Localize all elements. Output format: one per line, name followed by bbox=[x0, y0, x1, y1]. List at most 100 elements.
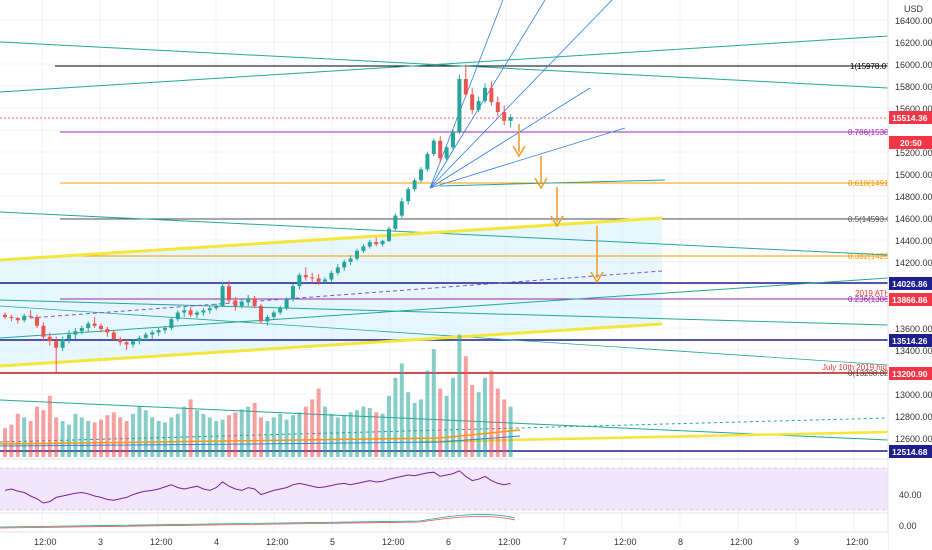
volume-bar bbox=[259, 417, 263, 457]
candle-body bbox=[303, 275, 308, 278]
volume-bar bbox=[86, 421, 91, 457]
candle-body bbox=[271, 312, 276, 317]
volume-bar bbox=[207, 417, 212, 457]
volume-bar bbox=[111, 412, 116, 457]
fib-label-05: 0.5(14593.0 bbox=[848, 215, 891, 224]
volume-bar bbox=[502, 399, 507, 457]
volume-bar bbox=[387, 395, 391, 457]
price-tick-label: 15200.00 bbox=[895, 148, 932, 158]
candle-body bbox=[419, 169, 423, 181]
candle-body bbox=[451, 131, 455, 148]
candle-body bbox=[323, 279, 327, 282]
candle-body bbox=[99, 325, 103, 330]
fib-label-0382: 0.382(14260 bbox=[848, 252, 893, 261]
volume-bar bbox=[9, 424, 14, 457]
candle-body bbox=[41, 325, 46, 337]
candle-body bbox=[175, 312, 180, 320]
candle-body bbox=[335, 267, 340, 273]
macd-tick-label: 0.00 bbox=[899, 521, 917, 531]
candle-body bbox=[22, 315, 27, 321]
volume-bar bbox=[323, 406, 327, 457]
time-tick-label: 5 bbox=[330, 537, 335, 547]
time-tick-label: 12:00 bbox=[34, 537, 57, 547]
volume-bar bbox=[342, 415, 347, 457]
price-tick-label: 15800.00 bbox=[895, 82, 932, 92]
volume-bar bbox=[124, 421, 129, 457]
volume-bar bbox=[367, 408, 372, 457]
volume-bar bbox=[483, 377, 487, 457]
fib-label-0618: 0.618(14913 bbox=[848, 179, 893, 188]
candle-body bbox=[476, 101, 481, 110]
time-tick-label: 7 bbox=[562, 537, 567, 547]
candle-body bbox=[92, 323, 97, 326]
badge-13200: 13200.90 bbox=[892, 369, 928, 379]
price-axis[interactable] bbox=[888, 0, 932, 550]
volume-bar bbox=[271, 417, 276, 457]
badge-13866: 13866.86 bbox=[892, 295, 928, 305]
badge-14026: 14026.86 bbox=[892, 279, 928, 289]
candle-body bbox=[412, 180, 417, 190]
volume-bar bbox=[431, 349, 436, 457]
time-axis[interactable] bbox=[0, 532, 888, 550]
fib-label-1: 1(15978.07) bbox=[850, 62, 893, 71]
volume-bar bbox=[220, 419, 225, 457]
volume-bar bbox=[265, 421, 270, 457]
candle-body bbox=[214, 305, 219, 309]
price-tick-labels: 16400.00 16200.00 16000.00 15800.00 1560… bbox=[895, 16, 932, 531]
candle-body bbox=[73, 331, 78, 335]
candle-body bbox=[195, 312, 199, 315]
candle-body bbox=[131, 341, 135, 345]
candle-body bbox=[278, 308, 283, 313]
volume-bar bbox=[195, 410, 199, 457]
candle-body bbox=[143, 334, 148, 338]
volume-bar bbox=[233, 412, 238, 457]
candle-body bbox=[406, 189, 411, 202]
annotation-july-10th-high: July 10th 2019 high bbox=[822, 363, 891, 372]
volume-bar bbox=[15, 413, 20, 457]
candle-body bbox=[399, 201, 404, 216]
volume-bar bbox=[252, 403, 257, 457]
fib-label-0236: 0.236(13861 bbox=[848, 295, 893, 304]
volume-bar bbox=[284, 419, 289, 457]
badge-13514: 13514.26 bbox=[892, 336, 928, 346]
price-tick-label: 14600.00 bbox=[895, 214, 932, 224]
time-tick-label: 12:00 bbox=[382, 537, 405, 547]
volume-bar bbox=[28, 421, 33, 457]
time-tick-label: 12:00 bbox=[614, 537, 637, 547]
candle-body bbox=[220, 286, 225, 306]
volume-bar bbox=[201, 413, 206, 457]
volume-bar bbox=[463, 356, 468, 457]
volume-bar bbox=[227, 415, 231, 457]
candle-body bbox=[444, 147, 449, 159]
volume-bars bbox=[3, 334, 513, 457]
volume-bar bbox=[495, 388, 500, 457]
trend-lines bbox=[0, 35, 889, 443]
candle-body bbox=[156, 330, 161, 333]
candle-body bbox=[380, 240, 385, 245]
price-tick-label: 16000.00 bbox=[895, 60, 932, 70]
time-tick-label: 3 bbox=[98, 537, 103, 547]
candle-body bbox=[361, 246, 366, 251]
candle-body bbox=[508, 117, 513, 121]
candle-body bbox=[227, 286, 231, 301]
volume-bar bbox=[35, 406, 39, 457]
price-tick-label: 15600.00 bbox=[895, 104, 932, 114]
candle-body bbox=[374, 242, 379, 245]
volume-bar bbox=[150, 417, 155, 457]
candle-body bbox=[502, 112, 507, 121]
volume-ma-lines bbox=[0, 429, 521, 447]
candles bbox=[3, 64, 513, 373]
volume-bar bbox=[41, 410, 46, 457]
candle-body bbox=[393, 215, 398, 229]
macd-panel bbox=[0, 514, 516, 529]
volume-bar bbox=[444, 395, 449, 457]
candle-body bbox=[246, 298, 251, 302]
volume-bar bbox=[406, 392, 411, 457]
price-badges: 15514.36 20:50 14026.86 13866.86 13514.2… bbox=[889, 111, 932, 458]
rsi-line bbox=[4, 470, 511, 504]
candle-body bbox=[342, 261, 347, 268]
volume-bar bbox=[297, 412, 302, 457]
time-tick-label: 12:00 bbox=[730, 537, 753, 547]
volume-bar bbox=[457, 334, 462, 457]
